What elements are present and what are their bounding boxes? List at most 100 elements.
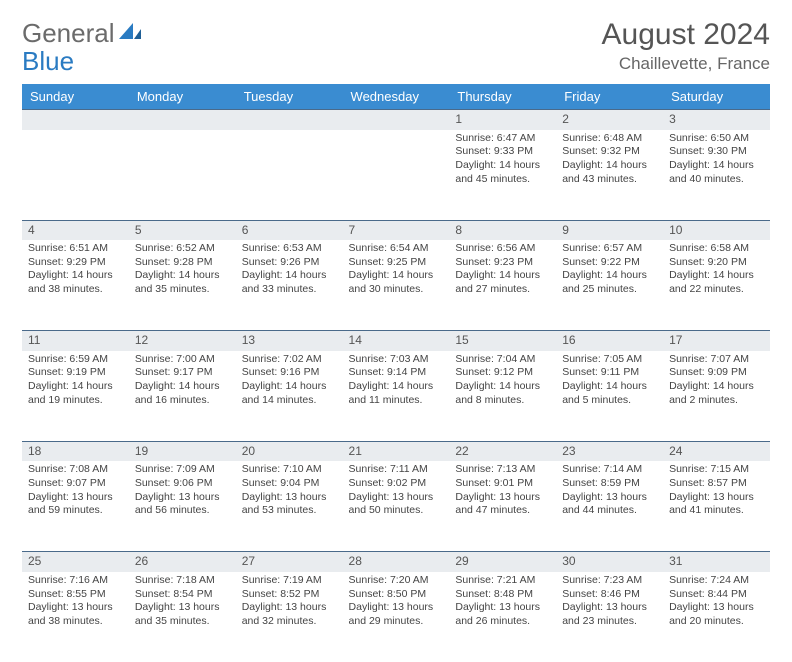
day-number: 29 xyxy=(449,551,556,572)
daylight-text: Daylight: 13 hours and 47 minutes. xyxy=(455,491,550,518)
sunrise-text: Sunrise: 7:07 AM xyxy=(669,353,764,367)
day-cell: Sunrise: 7:21 AMSunset: 8:48 PMDaylight:… xyxy=(449,572,556,662)
day-number: 19 xyxy=(129,441,236,462)
day-cell-content: Sunrise: 7:05 AMSunset: 9:11 PMDaylight:… xyxy=(556,351,663,414)
day-number: 14 xyxy=(343,330,450,351)
sunset-text: Sunset: 8:55 PM xyxy=(28,588,123,602)
sunrise-text: Sunrise: 7:21 AM xyxy=(455,574,550,588)
day-number: 16 xyxy=(556,330,663,351)
day-number: 7 xyxy=(343,220,450,241)
day-cell: Sunrise: 7:14 AMSunset: 8:59 PMDaylight:… xyxy=(556,461,663,551)
day-cell xyxy=(22,130,129,220)
daylight-text: Daylight: 14 hours and 27 minutes. xyxy=(455,269,550,296)
day-number: 24 xyxy=(663,441,770,462)
day-cell-content: Sunrise: 6:56 AMSunset: 9:23 PMDaylight:… xyxy=(449,240,556,303)
day-number xyxy=(22,109,129,130)
day-cell-content: Sunrise: 7:23 AMSunset: 8:46 PMDaylight:… xyxy=(556,572,663,635)
sunset-text: Sunset: 9:25 PM xyxy=(349,256,444,270)
sunset-text: Sunset: 9:14 PM xyxy=(349,366,444,380)
day-cell-content: Sunrise: 7:00 AMSunset: 9:17 PMDaylight:… xyxy=(129,351,236,414)
sunset-text: Sunset: 8:54 PM xyxy=(135,588,230,602)
sunset-text: Sunset: 9:11 PM xyxy=(562,366,657,380)
daylight-text: Daylight: 14 hours and 38 minutes. xyxy=(28,269,123,296)
day-number: 28 xyxy=(343,551,450,572)
daylight-text: Daylight: 13 hours and 23 minutes. xyxy=(562,601,657,628)
daylight-text: Daylight: 14 hours and 14 minutes. xyxy=(242,380,337,407)
day-number: 30 xyxy=(556,551,663,572)
daylight-text: Daylight: 13 hours and 53 minutes. xyxy=(242,491,337,518)
sunset-text: Sunset: 9:06 PM xyxy=(135,477,230,491)
day-cell: Sunrise: 7:11 AMSunset: 9:02 PMDaylight:… xyxy=(343,461,450,551)
day-cell: Sunrise: 7:18 AMSunset: 8:54 PMDaylight:… xyxy=(129,572,236,662)
sunset-text: Sunset: 9:30 PM xyxy=(669,145,764,159)
sunrise-text: Sunrise: 6:50 AM xyxy=(669,132,764,146)
day-cell-content: Sunrise: 6:57 AMSunset: 9:22 PMDaylight:… xyxy=(556,240,663,303)
sunset-text: Sunset: 8:46 PM xyxy=(562,588,657,602)
sunrise-text: Sunrise: 6:53 AM xyxy=(242,242,337,256)
daylight-text: Daylight: 13 hours and 59 minutes. xyxy=(28,491,123,518)
day-cell-content: Sunrise: 6:59 AMSunset: 9:19 PMDaylight:… xyxy=(22,351,129,414)
sunrise-text: Sunrise: 6:47 AM xyxy=(455,132,550,146)
day-number: 22 xyxy=(449,441,556,462)
day-number: 2 xyxy=(556,109,663,130)
sunrise-text: Sunrise: 7:16 AM xyxy=(28,574,123,588)
daylight-text: Daylight: 14 hours and 22 minutes. xyxy=(669,269,764,296)
day-cell: Sunrise: 7:02 AMSunset: 9:16 PMDaylight:… xyxy=(236,351,343,441)
day-number: 12 xyxy=(129,330,236,351)
day-content-row: Sunrise: 6:47 AMSunset: 9:33 PMDaylight:… xyxy=(22,130,770,220)
day-cell-content: Sunrise: 7:15 AMSunset: 8:57 PMDaylight:… xyxy=(663,461,770,524)
weekday-header: Tuesday xyxy=(236,84,343,109)
day-cell: Sunrise: 6:57 AMSunset: 9:22 PMDaylight:… xyxy=(556,240,663,330)
daylight-text: Daylight: 14 hours and 30 minutes. xyxy=(349,269,444,296)
sunset-text: Sunset: 8:48 PM xyxy=(455,588,550,602)
sunrise-text: Sunrise: 6:51 AM xyxy=(28,242,123,256)
day-number: 18 xyxy=(22,441,129,462)
weekday-header-row: SundayMondayTuesdayWednesdayThursdayFrid… xyxy=(22,84,770,109)
weekday-header: Saturday xyxy=(663,84,770,109)
daylight-text: Daylight: 13 hours and 32 minutes. xyxy=(242,601,337,628)
sunset-text: Sunset: 9:22 PM xyxy=(562,256,657,270)
sunset-text: Sunset: 9:23 PM xyxy=(455,256,550,270)
sunrise-text: Sunrise: 6:48 AM xyxy=(562,132,657,146)
day-number: 8 xyxy=(449,220,556,241)
day-cell-content: Sunrise: 6:47 AMSunset: 9:33 PMDaylight:… xyxy=(449,130,556,193)
logo-text-general: General xyxy=(22,18,115,49)
day-number: 4 xyxy=(22,220,129,241)
weekday-header: Thursday xyxy=(449,84,556,109)
day-cell: Sunrise: 6:51 AMSunset: 9:29 PMDaylight:… xyxy=(22,240,129,330)
sunset-text: Sunset: 9:04 PM xyxy=(242,477,337,491)
day-number: 5 xyxy=(129,220,236,241)
daylight-text: Daylight: 13 hours and 38 minutes. xyxy=(28,601,123,628)
daylight-text: Daylight: 14 hours and 35 minutes. xyxy=(135,269,230,296)
sunset-text: Sunset: 9:16 PM xyxy=(242,366,337,380)
day-cell: Sunrise: 6:47 AMSunset: 9:33 PMDaylight:… xyxy=(449,130,556,220)
day-cell-content: Sunrise: 6:53 AMSunset: 9:26 PMDaylight:… xyxy=(236,240,343,303)
day-cell-content: Sunrise: 7:03 AMSunset: 9:14 PMDaylight:… xyxy=(343,351,450,414)
day-cell-content: Sunrise: 7:13 AMSunset: 9:01 PMDaylight:… xyxy=(449,461,556,524)
logo-sail-icon xyxy=(119,21,141,46)
title-block: August 2024 Chaillevette, France xyxy=(602,18,770,74)
sunset-text: Sunset: 9:01 PM xyxy=(455,477,550,491)
sunset-text: Sunset: 9:20 PM xyxy=(669,256,764,270)
sunset-text: Sunset: 8:50 PM xyxy=(349,588,444,602)
sunset-text: Sunset: 9:09 PM xyxy=(669,366,764,380)
day-cell-content: Sunrise: 7:09 AMSunset: 9:06 PMDaylight:… xyxy=(129,461,236,524)
day-cell: Sunrise: 6:54 AMSunset: 9:25 PMDaylight:… xyxy=(343,240,450,330)
day-cell xyxy=(236,130,343,220)
day-number: 26 xyxy=(129,551,236,572)
sunrise-text: Sunrise: 7:08 AM xyxy=(28,463,123,477)
daynum-row: 18192021222324 xyxy=(22,441,770,462)
sunrise-text: Sunrise: 7:04 AM xyxy=(455,353,550,367)
day-cell: Sunrise: 7:00 AMSunset: 9:17 PMDaylight:… xyxy=(129,351,236,441)
logo: General xyxy=(22,18,143,49)
day-number: 20 xyxy=(236,441,343,462)
day-cell-content: Sunrise: 7:08 AMSunset: 9:07 PMDaylight:… xyxy=(22,461,129,524)
day-cell: Sunrise: 6:53 AMSunset: 9:26 PMDaylight:… xyxy=(236,240,343,330)
day-cell-content: Sunrise: 7:11 AMSunset: 9:02 PMDaylight:… xyxy=(343,461,450,524)
day-cell: Sunrise: 7:13 AMSunset: 9:01 PMDaylight:… xyxy=(449,461,556,551)
sunrise-text: Sunrise: 7:20 AM xyxy=(349,574,444,588)
day-cell: Sunrise: 7:19 AMSunset: 8:52 PMDaylight:… xyxy=(236,572,343,662)
day-number: 1 xyxy=(449,109,556,130)
day-cell-content: Sunrise: 7:18 AMSunset: 8:54 PMDaylight:… xyxy=(129,572,236,635)
sunrise-text: Sunrise: 6:57 AM xyxy=(562,242,657,256)
